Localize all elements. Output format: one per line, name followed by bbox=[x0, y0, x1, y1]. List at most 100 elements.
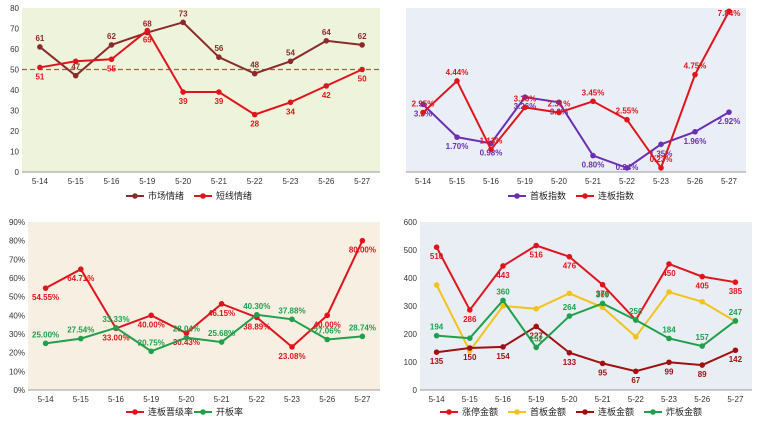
x-tick-label: 5-19 bbox=[517, 177, 534, 186]
plot-area bbox=[28, 222, 380, 390]
legend-label: 炸板金额 bbox=[666, 406, 702, 417]
legend-swatch-marker bbox=[200, 193, 206, 199]
data-label: 73 bbox=[179, 9, 188, 18]
data-point bbox=[420, 109, 426, 116]
series-line-2 bbox=[436, 325, 736, 373]
x-tick-label: 5-15 bbox=[449, 177, 466, 186]
y-tick-label: 0% bbox=[13, 386, 25, 395]
data-point bbox=[566, 349, 573, 356]
data-label: 286 bbox=[463, 315, 477, 324]
data-point bbox=[433, 282, 440, 288]
y-tick-label: 300 bbox=[404, 302, 418, 311]
data-label: 3.45% bbox=[582, 88, 605, 97]
x-tick-label: 5-27 bbox=[354, 395, 371, 404]
data-point bbox=[732, 279, 739, 285]
data-label: 51 bbox=[35, 72, 44, 81]
y-tick-label: 70 bbox=[10, 25, 19, 34]
data-label: 38.89% bbox=[243, 322, 270, 331]
data-point bbox=[500, 344, 506, 350]
data-point bbox=[72, 72, 79, 79]
legend-swatch-marker bbox=[514, 409, 520, 415]
data-point bbox=[500, 297, 506, 304]
data-label: 67 bbox=[631, 376, 640, 385]
x-tick-label: 5-16 bbox=[103, 177, 120, 186]
x-tick-label: 5-14 bbox=[429, 395, 446, 404]
data-label: 61 bbox=[35, 34, 44, 43]
x-tick-label: 5-23 bbox=[284, 395, 301, 404]
data-point bbox=[467, 307, 473, 313]
data-label: 56 bbox=[214, 44, 223, 53]
data-point bbox=[108, 56, 115, 63]
data-label: 0.23% bbox=[650, 155, 673, 164]
data-label: 39 bbox=[179, 97, 188, 106]
data-point bbox=[533, 306, 539, 312]
data-label: 80.00% bbox=[349, 246, 376, 255]
data-point bbox=[72, 58, 79, 65]
amount-chart: 0 100 200 300 400 500 600 5-14 5-15 5-16 5-19 5-20 5… bbox=[392, 214, 760, 424]
x-tick-label: 5-16 bbox=[483, 177, 500, 186]
data-point bbox=[699, 299, 705, 305]
legend-label: 市场情绪 bbox=[148, 190, 184, 201]
series-line-1 bbox=[422, 10, 730, 171]
data-label: 4.75% bbox=[684, 62, 707, 71]
y-tick-label: 60 bbox=[10, 45, 19, 54]
data-label: 385 bbox=[729, 287, 743, 296]
data-point bbox=[108, 42, 115, 48]
data-point bbox=[500, 303, 506, 309]
data-label: 360 bbox=[496, 287, 510, 296]
x-tick-label: 5-16 bbox=[108, 395, 125, 404]
data-point bbox=[692, 129, 698, 135]
data-label: 1.96% bbox=[684, 137, 707, 146]
y-tick-label: 400 bbox=[404, 274, 418, 283]
data-point bbox=[633, 317, 639, 323]
data-label: 27.06% bbox=[314, 326, 341, 335]
data-label: 33.00% bbox=[102, 333, 129, 342]
data-label: 50 bbox=[358, 75, 367, 84]
data-point bbox=[180, 19, 186, 26]
data-point bbox=[599, 281, 606, 288]
data-label: 0.98% bbox=[480, 148, 503, 157]
data-point bbox=[726, 109, 732, 115]
data-label: 25.68% bbox=[208, 329, 235, 338]
y-tick-label: 100 bbox=[404, 358, 418, 367]
data-label: 48 bbox=[250, 61, 259, 70]
data-label: 68 bbox=[143, 20, 152, 29]
x-tick-label: 5-22 bbox=[249, 395, 266, 404]
data-point bbox=[253, 311, 260, 318]
y-tick-label: 70% bbox=[9, 255, 25, 264]
x-tick-label: 5-23 bbox=[653, 177, 670, 186]
data-label: 30.43% bbox=[173, 338, 200, 347]
data-point bbox=[666, 289, 672, 295]
x-tick-label: 5-19 bbox=[143, 395, 160, 404]
y-tick-label: 20 bbox=[10, 127, 19, 136]
x-tick-label: 5-27 bbox=[354, 177, 371, 186]
data-label: 0.80% bbox=[582, 161, 605, 170]
data-point bbox=[37, 44, 43, 50]
data-point bbox=[216, 89, 222, 95]
data-point bbox=[666, 335, 672, 342]
legend-label: 连板金额 bbox=[598, 406, 634, 417]
x-tick-label: 5-19 bbox=[139, 177, 156, 186]
data-label: 1.70% bbox=[446, 142, 469, 151]
data-point bbox=[522, 104, 528, 111]
data-label: 20.75% bbox=[138, 338, 165, 347]
data-point bbox=[658, 165, 664, 171]
data-point bbox=[37, 64, 43, 71]
legend-swatch-marker bbox=[132, 409, 138, 415]
x-tick-label: 5-21 bbox=[214, 395, 231, 404]
series-line-0 bbox=[435, 244, 736, 322]
data-point bbox=[633, 334, 639, 340]
data-point bbox=[533, 242, 539, 249]
data-label: 2.55% bbox=[616, 107, 639, 116]
x-tick-label: 5-20 bbox=[175, 177, 192, 186]
data-point bbox=[599, 300, 606, 307]
legend-label: 开板率 bbox=[216, 406, 243, 417]
y-tick-label: 30 bbox=[10, 107, 19, 116]
data-label: 54.55% bbox=[32, 293, 59, 302]
x-tick-label: 5-21 bbox=[211, 177, 228, 186]
x-tick-label: 5-26 bbox=[318, 177, 335, 186]
data-label: 7.84% bbox=[718, 9, 741, 18]
data-label: 28.74% bbox=[349, 323, 376, 332]
x-tick-label: 5-20 bbox=[561, 395, 578, 404]
data-label: 309 bbox=[596, 290, 610, 299]
